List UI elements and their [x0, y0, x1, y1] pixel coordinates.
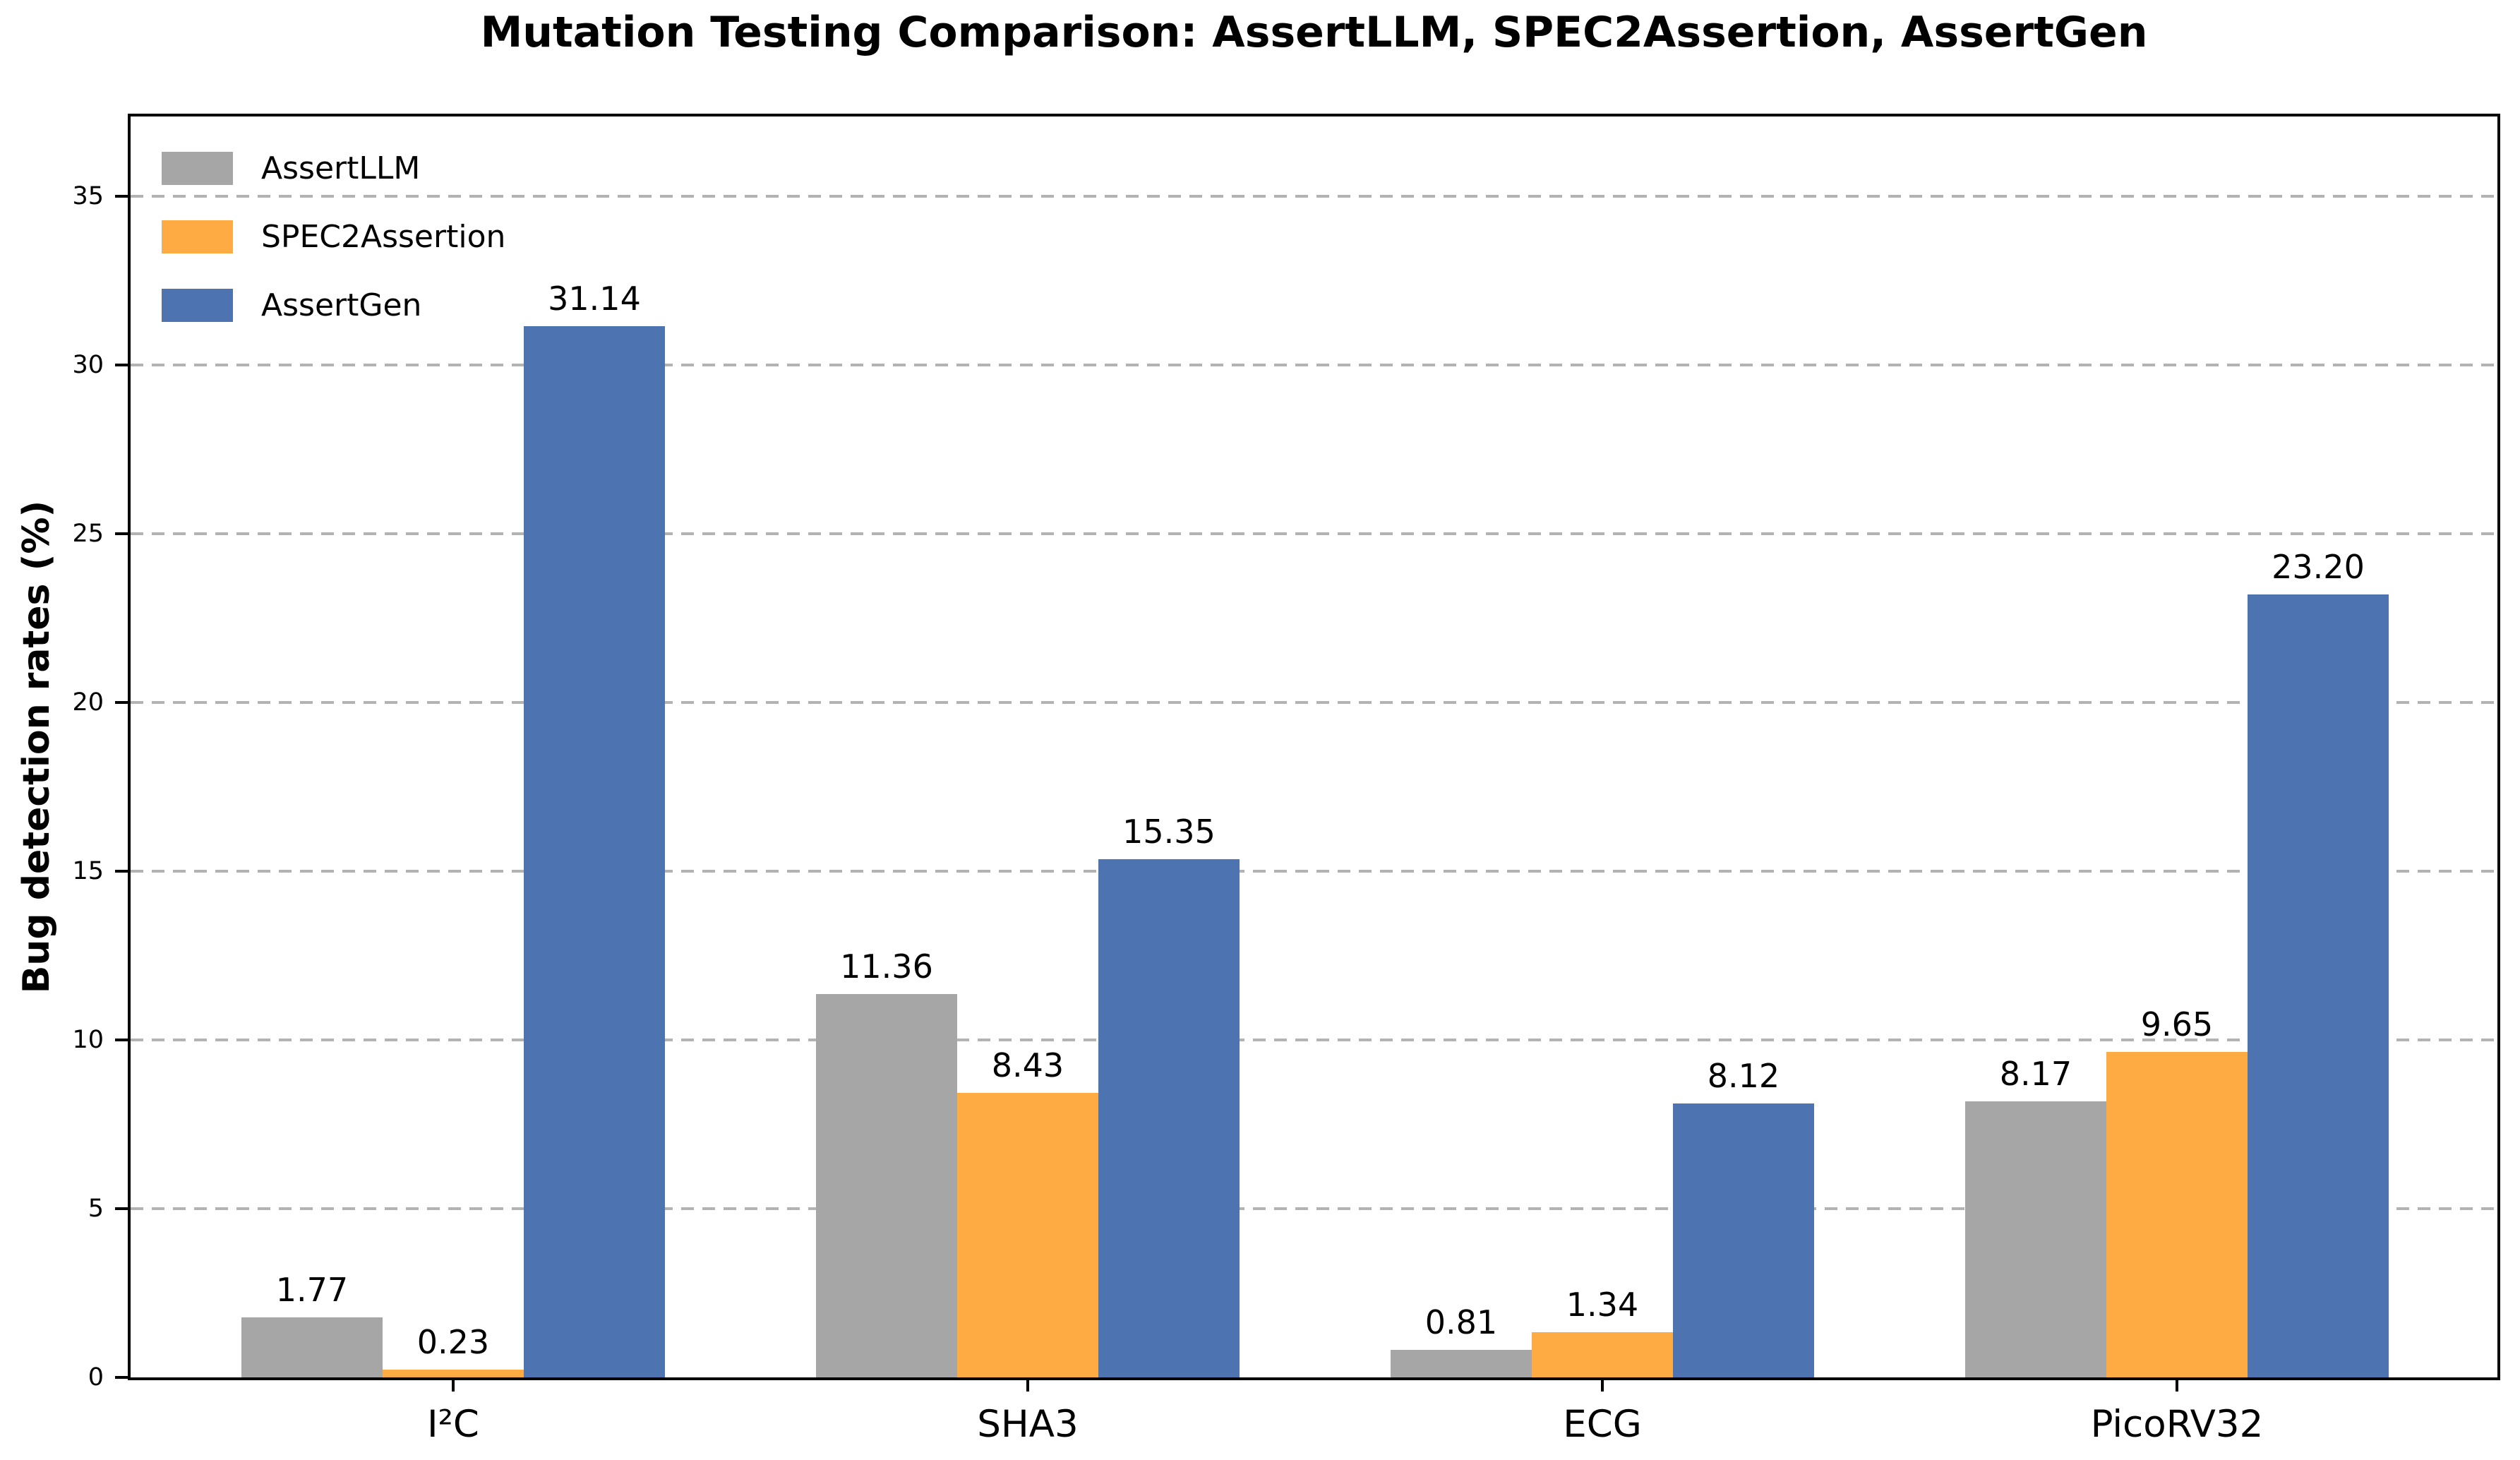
x-tick	[1026, 1377, 1029, 1392]
y-tick	[115, 1207, 128, 1210]
bar-value-label: 8.43	[991, 1046, 1064, 1084]
bar-value-label: 31.14	[548, 280, 641, 318]
gridline	[131, 1038, 2497, 1041]
y-tick-label: 5	[88, 1194, 104, 1223]
bar-value-label: 9.65	[2140, 1005, 2214, 1043]
x-tick-label-sha3: SHA3	[977, 1403, 1079, 1446]
y-tick	[115, 194, 128, 198]
bar-value-label: 0.81	[1424, 1303, 1498, 1342]
y-tick-label: 15	[72, 856, 104, 885]
y-tick-label: 30	[72, 350, 104, 379]
bar-value-label: 11.36	[840, 947, 933, 986]
legend-item-spec2assertion: SPEC2Assertion	[162, 203, 505, 271]
bar-spec2assertion-i-c	[383, 1370, 524, 1377]
y-tick-label: 25	[72, 519, 104, 548]
legend-item-assertllm: AssertLLM	[162, 134, 505, 203]
bar-assertllm-picorv32	[1965, 1101, 2106, 1377]
bar-spec2assertion-picorv32	[2106, 1051, 2248, 1377]
bar-assertgen-ecg	[1673, 1103, 1814, 1377]
bar-value-label: 8.12	[1707, 1056, 1780, 1095]
y-tick-label: 0	[88, 1363, 104, 1392]
gridline	[131, 363, 2497, 366]
bar-value-label: 23.20	[2272, 547, 2365, 586]
y-axis-label: Bug detection rates (%)	[16, 500, 58, 994]
bar-value-label: 15.35	[1122, 813, 1216, 851]
y-tick-label: 35	[72, 181, 104, 210]
bar-assertllm-sha3	[816, 993, 957, 1377]
y-tick	[115, 869, 128, 873]
x-tick-label-picorv32: PicoRV32	[2090, 1403, 2264, 1446]
y-tick	[115, 700, 128, 704]
y-tick-label: 10	[72, 1025, 104, 1054]
x-tick-label-i-c: I²C	[427, 1403, 479, 1446]
legend-item-assertgen: AssertGen	[162, 271, 505, 340]
legend-label: AssertLLM	[261, 150, 421, 186]
bar-value-label: 1.77	[275, 1271, 349, 1310]
x-tick	[1601, 1377, 1604, 1392]
gridline	[131, 532, 2497, 535]
x-tick	[452, 1377, 455, 1392]
legend-label: SPEC2Assertion	[261, 219, 506, 255]
gridline	[131, 869, 2497, 873]
x-tick-label-ecg: ECG	[1563, 1403, 1642, 1446]
x-tick	[2176, 1377, 2178, 1392]
bar-value-label: 1.34	[1566, 1285, 1639, 1324]
bar-spec2assertion-sha3	[957, 1093, 1098, 1377]
legend-swatch-assertgen	[162, 289, 233, 322]
y-tick	[115, 532, 128, 535]
bar-spec2assertion-ecg	[1532, 1332, 1673, 1377]
legend-swatch-assertllm	[162, 152, 233, 185]
gridline	[131, 1207, 2497, 1210]
gridline	[131, 700, 2497, 704]
y-tick	[115, 363, 128, 366]
gridline	[131, 194, 2497, 198]
plot-area: 1.77 11.36 0.81 8.17 0.23 8.43 1.34 9.65 31.14 15…	[128, 114, 2500, 1380]
bar-value-label: 0.23	[416, 1323, 490, 1361]
bar-assertllm-i-c	[241, 1317, 383, 1377]
legend: AssertLLM SPEC2Assertion AssertGen	[162, 134, 505, 340]
bar-assertgen-picorv32	[2248, 594, 2389, 1377]
chart-title: Mutation Testing Comparison: AssertLLM, …	[480, 8, 2148, 57]
bar-assertgen-sha3	[1098, 859, 1240, 1377]
y-tick	[115, 1376, 128, 1379]
y-tick	[115, 1038, 128, 1041]
legend-label: AssertGen	[261, 287, 422, 323]
bar-assertllm-ecg	[1391, 1350, 1532, 1377]
bar-assertgen-i-c	[524, 326, 665, 1377]
bar-value-label: 8.17	[1999, 1055, 2072, 1094]
legend-swatch-spec2assertion	[162, 220, 233, 253]
y-tick-label: 20	[72, 688, 104, 717]
